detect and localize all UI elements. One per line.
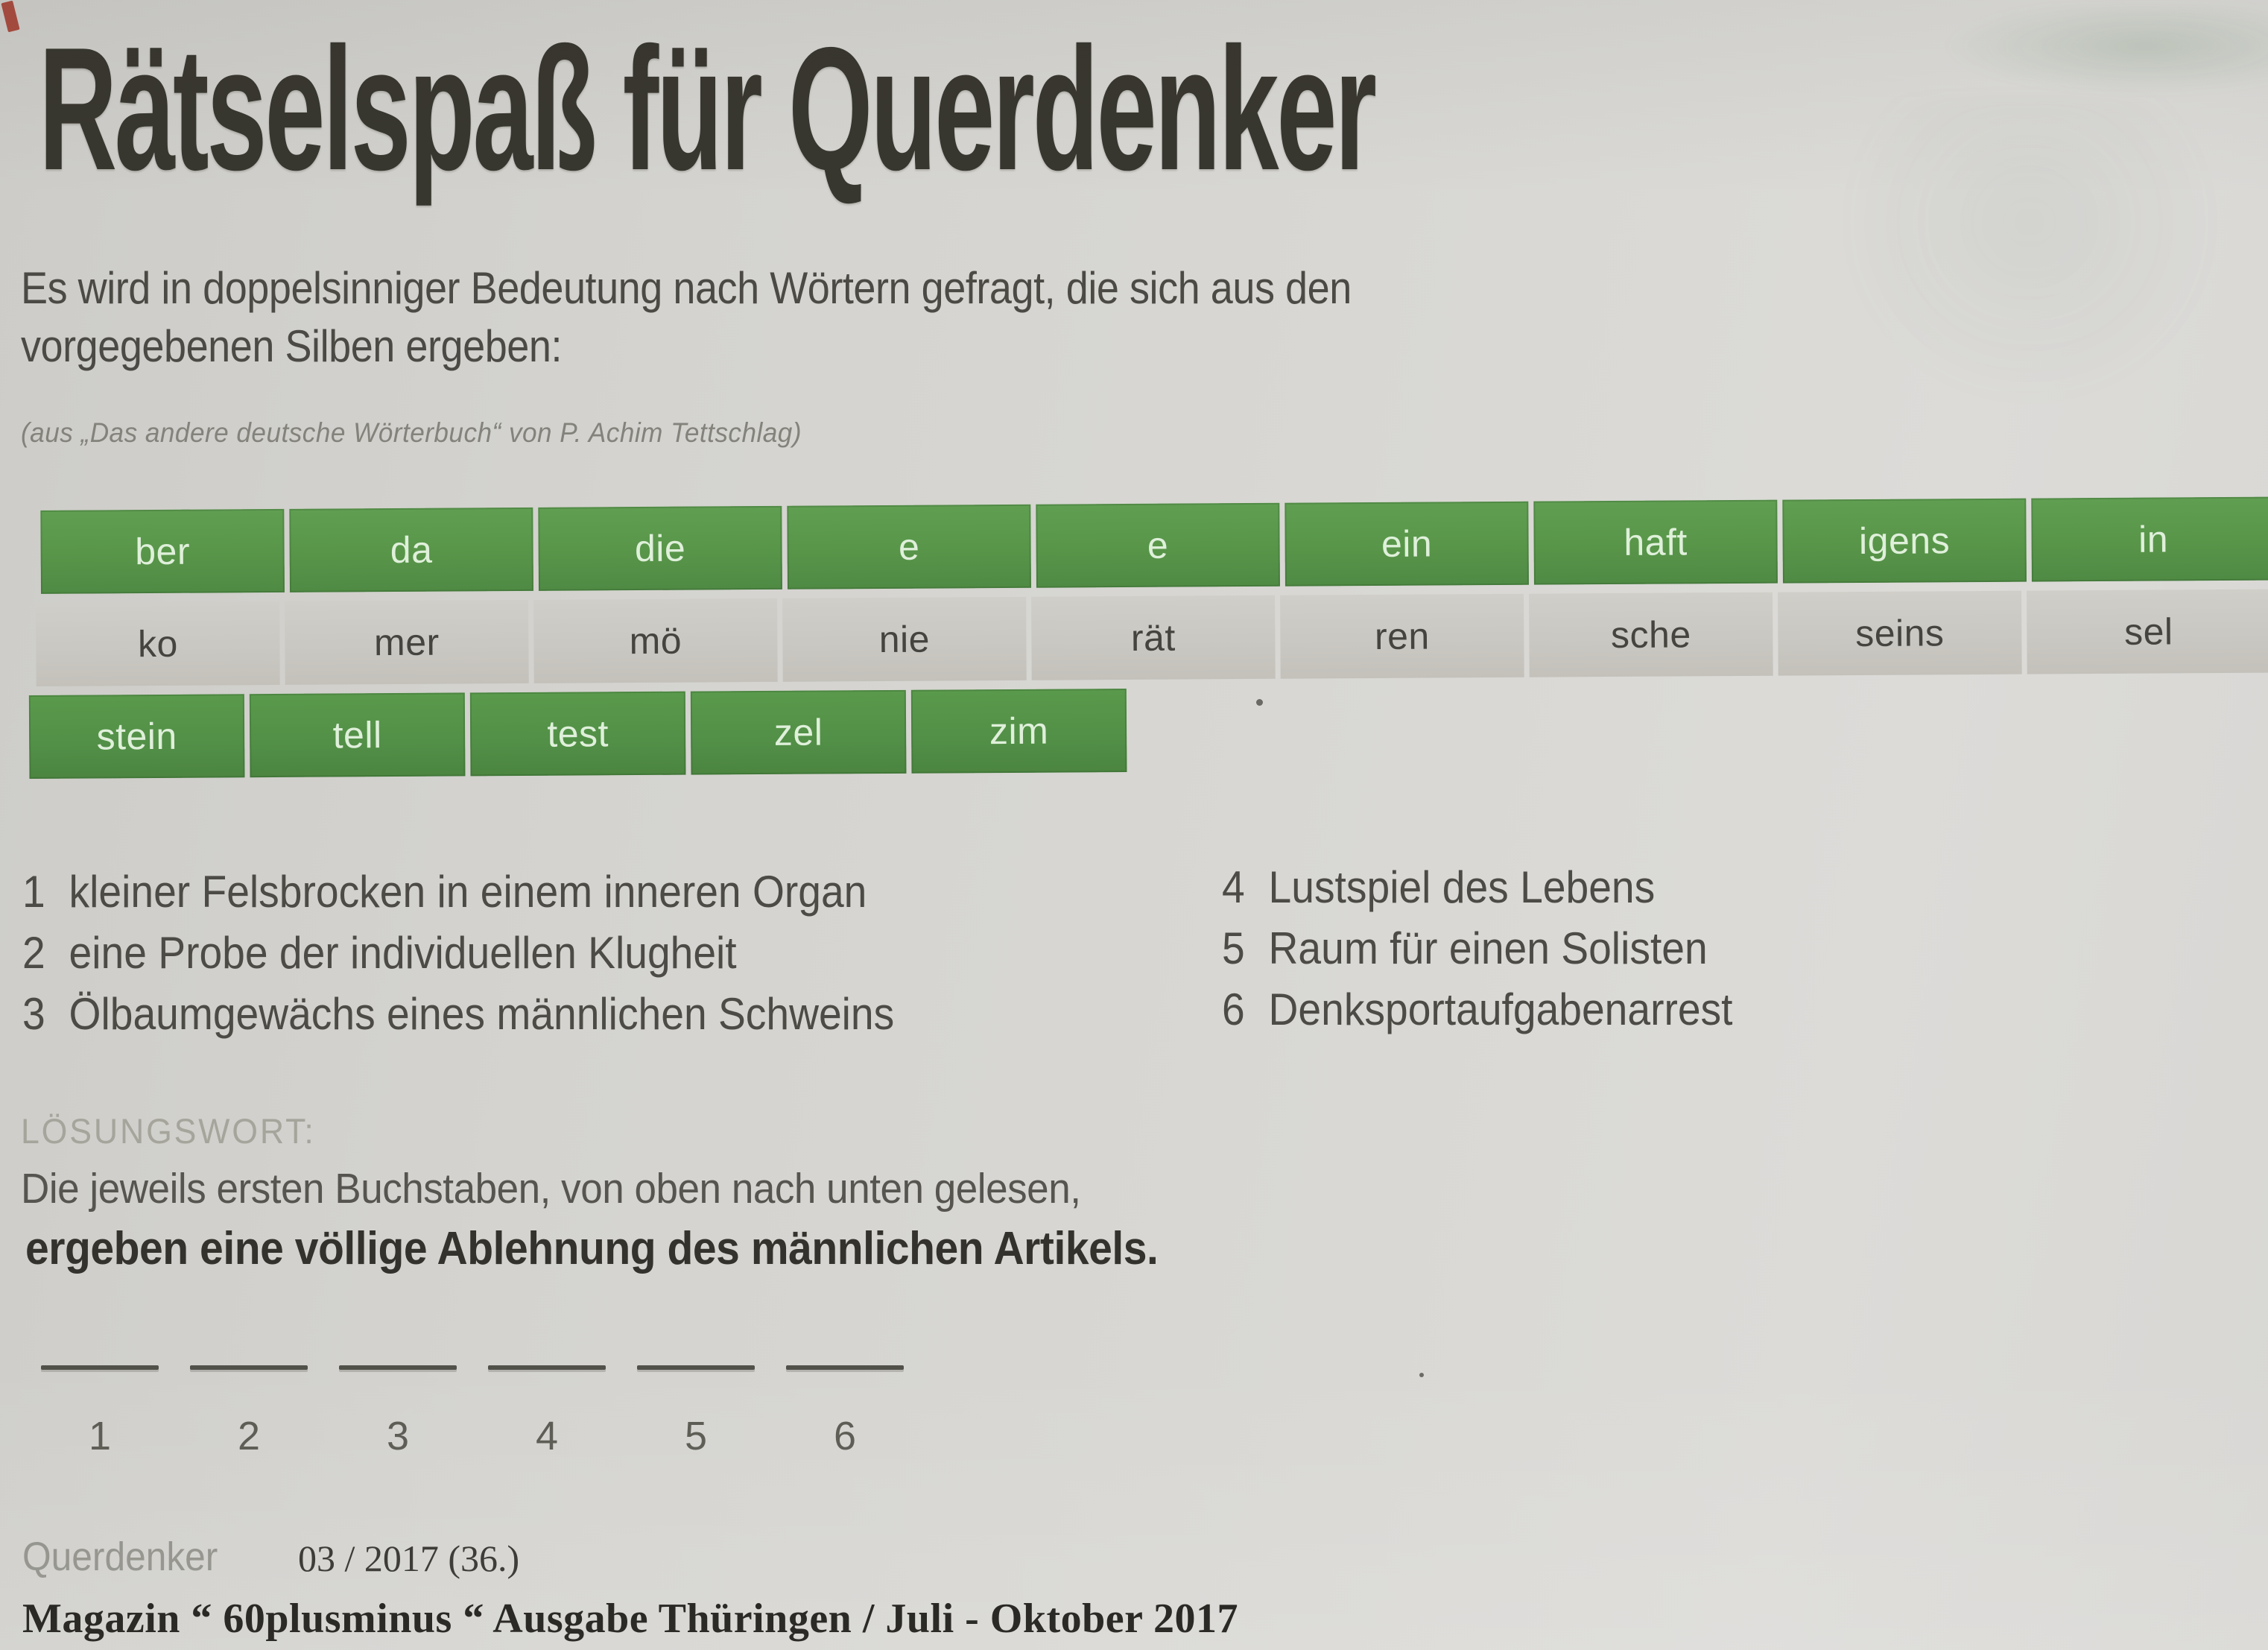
clue-number: 6	[1222, 984, 1245, 1034]
syllable-cell: e	[787, 504, 1031, 589]
answer-blank-number: 3	[386, 1414, 410, 1458]
attribution-note: (aus „Das andere deutsche Wörterbuch“ vo…	[21, 417, 802, 448]
syllable-cell: da	[289, 507, 533, 592]
showthrough-smudge	[1940, 6, 2268, 95]
clue-number: 5	[1222, 923, 1245, 973]
syllable-cell: e	[1036, 502, 1280, 588]
intro-line-2: vorgegebenen Silben ergeben:	[21, 321, 563, 371]
source-issue: 03 / 2017 (36.)	[298, 1537, 520, 1579]
syllable-cell: test	[469, 691, 686, 777]
clue-text: Denksportaufgabenarrest	[1268, 984, 1733, 1034]
syllable-cell: igens	[1782, 498, 2027, 584]
syllable-cell: haft	[1533, 499, 1778, 585]
syllable-cell: stein	[28, 694, 245, 780]
clue-number: 4	[1222, 862, 1245, 912]
clue-text: kleiner Felsbrocken in einem inneren Org…	[69, 867, 867, 917]
answer-blank: 2	[190, 1365, 308, 1459]
clue-text: Raum für einen Solisten	[1268, 923, 1708, 973]
intro-line-1: Es wird in doppelsinniger Bedeutung nach…	[21, 263, 1352, 313]
syllable-cell: nie	[782, 596, 1027, 682]
clue-item: 6 Denksportaufgabenarrest	[1222, 984, 1732, 1045]
syllable-cell: mer	[285, 599, 529, 685]
answer-blank-number: 2	[237, 1414, 261, 1458]
intro-text: Es wird in doppelsinniger Bedeutung nach…	[21, 259, 1352, 376]
answer-blanks: 1 2 3 4 5 6	[41, 1365, 904, 1459]
clue-item: 3 Ölbaumgewächs eines männlichen Schwein…	[22, 988, 894, 1049]
syllable-cell: rät	[1031, 595, 1276, 680]
answer-blank-line	[190, 1365, 308, 1370]
syllable-cell: seins	[1778, 590, 2022, 676]
answer-blank: 1	[41, 1365, 159, 1459]
syllable-row-1: ber da die e e ein haft igens in	[40, 496, 2268, 594]
answer-blank-line	[637, 1365, 755, 1370]
clue-list-left: 1 kleiner Felsbrocken in einem inneren O…	[22, 866, 894, 1049]
magazine-credit: Magazin “ 60plusminus “ Ausgabe Thüringe…	[22, 1596, 1238, 1642]
answer-blank-line	[41, 1365, 159, 1370]
answer-blank-number: 6	[833, 1414, 857, 1458]
clue-number: 1	[22, 867, 45, 917]
syllable-row-2: ko mer mö nie rät ren sche seins sel	[36, 589, 2268, 686]
clue-list-right: 4 Lustspiel des Lebens 5 Raum für einen …	[1222, 862, 1732, 1045]
syllable-row-3: stein tell test zel zim	[28, 689, 1127, 780]
solution-hint-line-2: ergeben eine völlige Ablehnung des männl…	[25, 1223, 1159, 1274]
clue-text: eine Probe der individuellen Klugheit	[69, 928, 737, 978]
answer-blank-number: 5	[684, 1414, 708, 1458]
answer-blank-line	[786, 1365, 904, 1370]
page-title: Rätselspaß für Querdenker	[39, 10, 1377, 206]
syllable-cell: mö	[533, 598, 778, 683]
clue-item: 5 Raum für einen Solisten	[1222, 923, 1732, 984]
syllable-cell: in	[2031, 496, 2268, 582]
showthrough-smudge	[1836, 97, 2223, 410]
syllable-cell: ko	[36, 601, 280, 686]
syllable-cell: zel	[690, 689, 907, 775]
syllable-cell: sel	[2027, 589, 2268, 674]
answer-blank: 5	[637, 1365, 755, 1459]
answer-blank: 4	[488, 1365, 606, 1459]
paper-speck	[1256, 699, 1263, 706]
source-name: Querdenker	[22, 1534, 218, 1579]
clue-number: 2	[22, 928, 45, 978]
syllable-cell: ein	[1285, 501, 1529, 587]
syllable-cell: die	[538, 505, 782, 591]
answer-blank-line	[488, 1365, 606, 1370]
answer-blank-line	[339, 1365, 457, 1370]
clue-number: 3	[22, 989, 45, 1039]
syllable-cell: ber	[40, 508, 285, 594]
syllable-cell: zim	[910, 689, 1127, 774]
syllable-cell: ren	[1280, 593, 1524, 679]
answer-blank-number: 1	[88, 1414, 112, 1458]
clue-item: 1 kleiner Felsbrocken in einem inneren O…	[22, 866, 894, 927]
clue-item: 2 eine Probe der individuellen Klugheit	[22, 927, 894, 988]
clue-item: 4 Lustspiel des Lebens	[1222, 862, 1732, 923]
paper-red-mark	[1, 0, 20, 33]
answer-blank: 6	[786, 1365, 904, 1459]
answer-blank-number: 4	[535, 1414, 559, 1458]
syllable-cell: tell	[249, 692, 466, 778]
paper-speck	[1419, 1373, 1424, 1377]
solution-word-label: LÖSUNGSWORT:	[21, 1111, 316, 1151]
solution-hint-line-1: Die jeweils ersten Buchstaben, von oben …	[21, 1165, 1081, 1213]
clue-text: Ölbaumgewächs eines männlichen Schweins	[69, 989, 895, 1039]
syllable-cell: sche	[1529, 592, 1773, 677]
answer-blank: 3	[339, 1365, 457, 1459]
clue-text: Lustspiel des Lebens	[1268, 862, 1656, 912]
